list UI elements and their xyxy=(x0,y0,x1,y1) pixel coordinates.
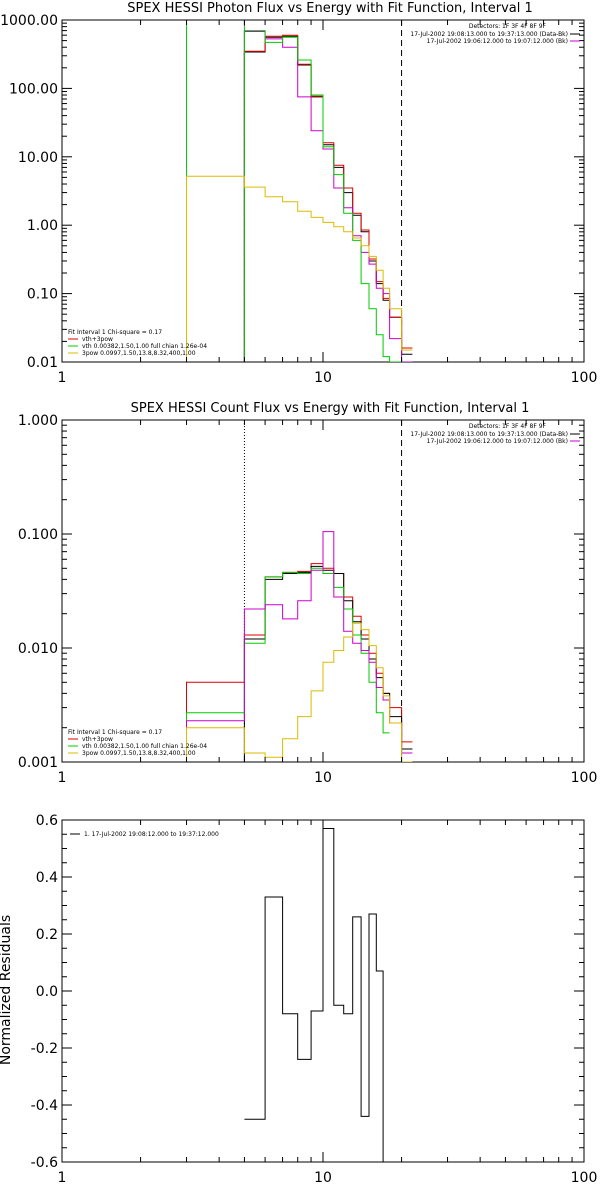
x-tick-label: 10 xyxy=(314,770,332,786)
y-tick-label: 0.6 xyxy=(36,813,58,829)
y-tick-label: 0.2 xyxy=(36,927,58,943)
residuals-ylabel: Normalized Residuals xyxy=(0,915,14,1065)
photon-flux-panel: SPEX HESSI Photon Flux vs Energy with Fi… xyxy=(0,1,597,386)
legend-bottom-entry: vth 0.00382,1.50,1.00 full chian 1.26e-0… xyxy=(82,743,207,750)
y-tick-label: 100.00 xyxy=(9,81,58,97)
y-tick-label: 0.10 xyxy=(27,287,58,303)
series-group xyxy=(186,20,413,362)
spectrum-series-line-0 xyxy=(186,563,413,762)
residuals-legend-layer: 1. 17-Jul-2002 19:08:12.000 to 19:37:12.… xyxy=(70,831,219,838)
legend-bottom-entry: 3pow 0.0997,1.50,13.8,8.32,400,1.00 xyxy=(82,750,196,757)
legend-entry: 1. 17-Jul-2002 19:08:12.000 to 19:37:12.… xyxy=(84,831,219,838)
spectrum-series-line-0 xyxy=(244,828,402,1162)
x-tick-label: 1 xyxy=(58,370,67,386)
spectrum-series-line-4 xyxy=(186,175,413,362)
count-flux-title: SPEX HESSI Count Flux vs Energy with Fit… xyxy=(131,401,530,416)
photon-flux-plot-frame xyxy=(61,19,585,363)
y-tick-label: 1000.00 xyxy=(0,13,58,29)
legend-bottom-entry: 3pow 0.0997,1.50,13.8,8.32,400,1.00 xyxy=(82,350,196,357)
x-tick-label: 100 xyxy=(571,770,598,786)
y-tick-label: 0.01 xyxy=(27,355,58,371)
y-tick-label: 10.00 xyxy=(18,150,58,166)
spectrum-series-line-4 xyxy=(186,622,413,762)
series-group xyxy=(244,828,402,1162)
y-tick-label: 0.4 xyxy=(36,870,58,886)
y-tick-label: 0.010 xyxy=(18,641,58,657)
legend-top-entry: 17-Jul-2002 19:08:13.000 to 19:37:13.000… xyxy=(410,431,568,438)
count-flux-axis-layer: 1 10 100 0.001 0.010 0.100 1.000 xyxy=(18,413,597,786)
photon-flux-title: SPEX HESSI Photon Flux vs Energy with Fi… xyxy=(127,1,533,16)
legend-bottom-entry: vth+3pow xyxy=(82,336,113,343)
x-tick-label: 1 xyxy=(58,1170,67,1186)
residuals-series-layer xyxy=(244,828,402,1162)
y-tick-label: -0.4 xyxy=(31,1098,58,1114)
y-tick-label: -0.6 xyxy=(31,1155,58,1171)
x-tick-label: 100 xyxy=(571,1170,598,1186)
spectrum-series-line-0 xyxy=(243,35,413,362)
legend-top-entry: 17-Jul-2002 19:06:12.000 to 19:07:12.000… xyxy=(427,438,568,445)
x-tick-label: 1 xyxy=(58,770,67,786)
legend-bottom-entry: Fit Interval 1 Chi-square = 0.17 xyxy=(68,729,162,736)
detectors-label: Detectors: 1F 3F 4F 8F 9F xyxy=(469,23,547,30)
x-tick-label: 10 xyxy=(314,370,332,386)
spectrum-series-line-1 xyxy=(243,34,413,362)
count-flux-series-layer xyxy=(186,420,413,762)
series-group xyxy=(186,420,413,762)
photon-flux-series-layer xyxy=(186,20,413,362)
count-flux-panel: SPEX HESSI Count Flux vs Energy with Fit… xyxy=(18,401,597,786)
detectors-label: Detectors: 1F 3F 4F 8F 9F xyxy=(469,423,547,430)
residuals-axis-layer: 1 10 100 -0.6 -0.4 -0.2 0.0 0.2 0.4 0.6 xyxy=(31,813,598,1186)
y-tick-label: 0.0 xyxy=(36,984,58,1000)
legend-bottom-entry: Fit Interval 1 Chi-square = 0.17 xyxy=(68,329,162,336)
x-tick-label: 10 xyxy=(314,1170,332,1186)
y-tick-label: -0.2 xyxy=(31,1041,58,1057)
legend-top-entry: 17-Jul-2002 19:06:12.000 to 19:07:12.000… xyxy=(427,38,568,45)
count-flux-plot-frame xyxy=(61,419,585,763)
x-tick-label: 100 xyxy=(571,370,598,386)
y-tick-label: 0.001 xyxy=(18,755,58,771)
y-tick-label: 1.000 xyxy=(18,413,58,429)
y-tick-label: 1.00 xyxy=(27,218,58,234)
legend-bottom-entry: vth+3pow xyxy=(82,736,113,743)
spectrum-series-line-2 xyxy=(186,567,390,762)
legend-top-entry: 17-Jul-2002 19:08:13.000 to 19:37:13.000… xyxy=(410,31,568,38)
residuals-panel: Normalized Residuals 1 10 100 -0.6 -0.4 -0.2 0… xyxy=(0,813,597,1186)
spectrum-series-line-3 xyxy=(243,30,402,362)
legend-bottom-entry: vth 0.00382,1.50,1.00 full chian 1.26e-0… xyxy=(82,343,207,350)
y-tick-label: 0.100 xyxy=(18,527,58,543)
photon-flux-axis-layer: 1 10 100 0.01 0.10 1.00 10.00 100.00 1000.00 xyxy=(0,13,597,386)
